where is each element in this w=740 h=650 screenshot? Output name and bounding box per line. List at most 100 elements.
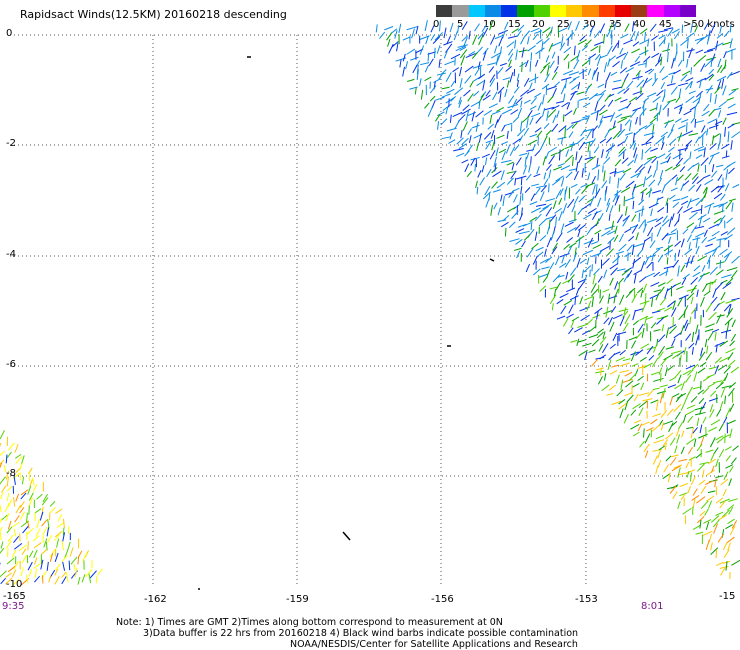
wind-barb — [686, 198, 692, 209]
wind-barb — [379, 31, 386, 39]
wind-barb — [571, 121, 578, 129]
wind-barb — [678, 88, 682, 98]
wind-barb — [529, 201, 538, 206]
wind-barb — [598, 109, 608, 116]
wind-barb — [717, 185, 724, 193]
wind-barb — [701, 110, 710, 117]
wind-barb — [695, 531, 704, 535]
wind-barb — [709, 142, 717, 150]
wind-barb — [672, 491, 678, 500]
wind-barb — [521, 240, 526, 248]
wind-barb — [507, 53, 514, 62]
wind-barb — [73, 563, 76, 571]
wind-barb — [582, 330, 590, 336]
wind-barb — [515, 97, 523, 105]
wind-barb — [549, 60, 555, 69]
wind-barb — [706, 85, 713, 94]
wind-barb — [651, 253, 655, 262]
wind-barb — [555, 175, 564, 182]
wind-barb — [527, 139, 538, 146]
x-tick-4: -153 — [575, 594, 598, 605]
wind-barb — [665, 197, 669, 206]
wind-barb — [438, 59, 441, 68]
wind-barb — [603, 157, 611, 165]
wind-barb — [644, 68, 653, 74]
wind-barb — [618, 402, 628, 410]
wind-barb — [635, 116, 638, 125]
wind-barb — [498, 148, 507, 154]
wind-barb — [74, 567, 78, 578]
wind-barb — [610, 142, 614, 151]
wind-barb — [543, 62, 551, 69]
wind-barb — [539, 191, 545, 201]
wind-barb — [659, 392, 664, 404]
wind-barb — [594, 30, 601, 39]
wind-barb — [543, 122, 550, 129]
wind-barb — [471, 52, 478, 60]
wind-barb — [620, 33, 629, 39]
wind-barb — [635, 331, 643, 340]
wind-barb — [566, 237, 574, 243]
wind-barb — [465, 110, 469, 122]
wind-barb — [419, 78, 422, 87]
wind-barb — [720, 64, 727, 74]
wind-barb — [501, 159, 512, 164]
wind-barb — [558, 211, 563, 221]
wind-barb — [686, 404, 696, 410]
wind-barb — [659, 286, 665, 294]
wind-barb — [701, 264, 706, 272]
wind-barb — [725, 348, 736, 354]
wind-barb — [595, 356, 605, 360]
wind-barb — [641, 141, 652, 146]
wind-barb — [680, 446, 685, 455]
wind-barb — [483, 109, 493, 116]
wind-barb — [683, 158, 690, 165]
wind-barb — [590, 282, 597, 293]
wind-barb — [630, 172, 641, 179]
wind-barb — [494, 34, 504, 40]
wind-barb — [640, 289, 644, 298]
wind-barb — [465, 52, 476, 59]
wind-barb — [39, 511, 44, 521]
wind-barb — [11, 521, 20, 528]
wind-barb — [505, 144, 511, 154]
wind-barb — [644, 257, 649, 265]
wind-barb — [456, 152, 465, 158]
wind-barb — [577, 339, 586, 343]
wind-barb — [500, 221, 509, 228]
wind-barb — [54, 568, 59, 576]
wind-barb — [578, 349, 588, 357]
wind-barb — [618, 146, 626, 154]
wind-barb — [596, 157, 599, 168]
wind-barb — [680, 381, 686, 391]
wind-barb — [586, 318, 593, 325]
wind-barb — [62, 532, 66, 542]
wind-barb — [5, 572, 12, 578]
wind-barb — [703, 49, 714, 54]
color-swatch — [614, 5, 631, 17]
wind-barb — [664, 179, 672, 186]
wind-barb — [693, 265, 701, 272]
wind-barb — [56, 538, 60, 548]
wind-barb — [5, 454, 8, 464]
wind-barb — [529, 117, 534, 126]
wind-barb — [488, 103, 498, 109]
wind-barb — [587, 237, 594, 248]
wind-barb — [458, 99, 462, 108]
wind-barb — [497, 207, 501, 216]
x-tick-2: -159 — [286, 594, 309, 605]
wind-barb — [591, 175, 597, 184]
wind-barb — [704, 187, 708, 199]
wind-barb — [578, 141, 586, 151]
wind-barb — [0, 492, 4, 500]
wind-barb — [700, 204, 703, 214]
wind-barb — [639, 107, 647, 117]
wind-barb — [13, 543, 23, 550]
wind-barb — [605, 144, 615, 152]
wind-barb — [27, 520, 30, 529]
wind-barb — [720, 567, 726, 576]
wind-barb — [672, 352, 682, 359]
wind-barb — [698, 54, 707, 62]
wind-barb — [624, 371, 633, 377]
wind-barb — [577, 281, 585, 291]
